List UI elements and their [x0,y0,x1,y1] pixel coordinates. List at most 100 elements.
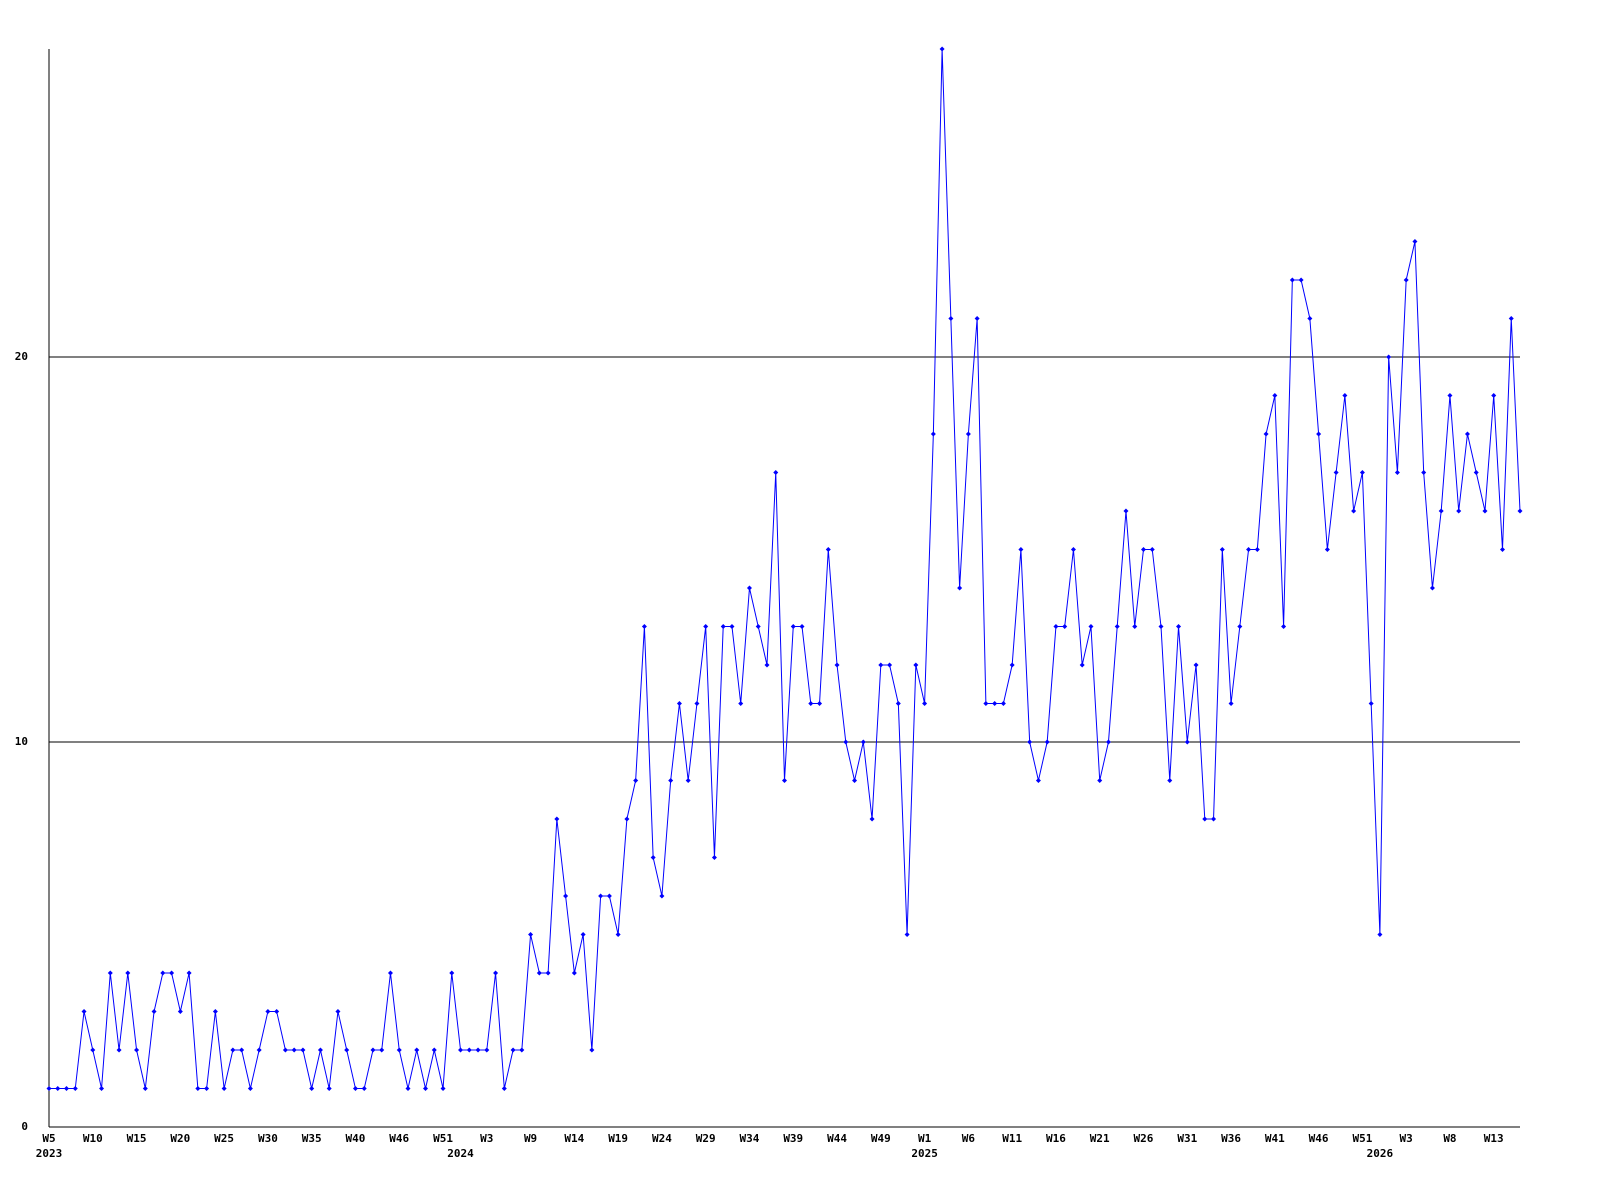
data-point [922,701,928,706]
data-point [904,932,910,937]
data-point [1149,547,1155,552]
data-point [580,932,586,937]
data-point [965,431,971,437]
data-point [90,1047,96,1053]
data-point [1386,354,1392,360]
data-point [773,470,779,475]
data-point [1333,470,1339,475]
data-point [1079,662,1085,668]
data-point [1377,932,1383,937]
data-point [1105,739,1111,745]
data-point [1289,277,1295,283]
data-point [1140,547,1146,552]
data-point [195,1086,201,1091]
data-point [808,701,814,706]
data-point [1368,701,1374,706]
data-point [1482,508,1488,514]
data-point [335,1009,341,1014]
data-point [606,893,612,899]
data-point [169,970,175,976]
data-point [1298,277,1304,283]
x-tick-label: W46 [389,1132,409,1145]
data-point [291,1047,297,1053]
data-point [545,970,551,976]
data-point [598,893,604,899]
data-point [186,970,192,976]
x-tick-label: W9 [524,1132,537,1145]
x-tick-label: W44 [827,1132,847,1145]
data-point [361,1086,367,1091]
data-point [1114,624,1120,629]
data-point [1237,624,1243,629]
data-point [1176,624,1182,629]
data-point [274,1009,280,1014]
data-point [1211,816,1217,822]
data-point [370,1047,376,1053]
data-point [1219,547,1225,552]
data-point [957,585,963,591]
data-point [1263,431,1269,437]
data-point [501,1086,507,1091]
data-point [317,1047,323,1053]
data-point [528,932,534,937]
data-point [1123,508,1129,514]
data-point [563,893,569,899]
y-tick-label: 20 [15,350,28,363]
data-point [992,701,998,706]
x-year-label: 2023 [36,1147,63,1160]
data-point [230,1047,236,1053]
data-point [431,1047,437,1053]
data-point [81,1009,87,1014]
data-point [1324,547,1330,552]
data-point [484,1047,490,1053]
x-tick-label: W16 [1046,1132,1066,1145]
x-tick-label: W24 [652,1132,672,1145]
x-tick-label: W25 [214,1132,234,1145]
data-point [913,662,919,668]
x-tick-label: W15 [127,1132,147,1145]
data-point [64,1086,70,1091]
data-point [1053,624,1059,629]
data-point [423,1086,429,1091]
data-point [107,970,113,976]
data-point [799,624,805,629]
x-tick-label: W3 [480,1132,493,1145]
data-point [1009,662,1015,668]
data-point [458,1047,464,1053]
data-point [1044,739,1050,745]
data-point [633,778,639,783]
data-point [151,1009,157,1014]
data-point [676,701,682,706]
data-point [1508,316,1514,321]
data-point [1499,547,1505,552]
data-point [659,893,665,899]
y-tick-label: 0 [21,1120,28,1133]
data-point [379,1047,385,1053]
data-point [1351,508,1357,514]
data-point [983,701,989,706]
data-point [860,739,866,745]
data-point [493,970,499,976]
data-point [930,431,936,437]
data-point [1359,470,1365,475]
data-point [755,624,761,629]
data-point [1070,547,1076,552]
data-point [869,816,875,822]
data-point [134,1047,140,1053]
data-point [72,1086,78,1091]
x-year-label: 2026 [1367,1147,1394,1160]
data-point [1193,662,1199,668]
data-point [1158,624,1164,629]
data-point [738,701,744,706]
x-year-label: 2024 [447,1147,474,1160]
data-point [1438,508,1444,514]
data-point [694,701,700,706]
data-point [1316,431,1322,437]
data-point [641,624,647,629]
x-tick-label: W5 [42,1132,55,1145]
x-tick-label: W34 [740,1132,760,1145]
data-point [536,970,542,976]
data-point [55,1086,61,1091]
data-point [790,624,796,629]
